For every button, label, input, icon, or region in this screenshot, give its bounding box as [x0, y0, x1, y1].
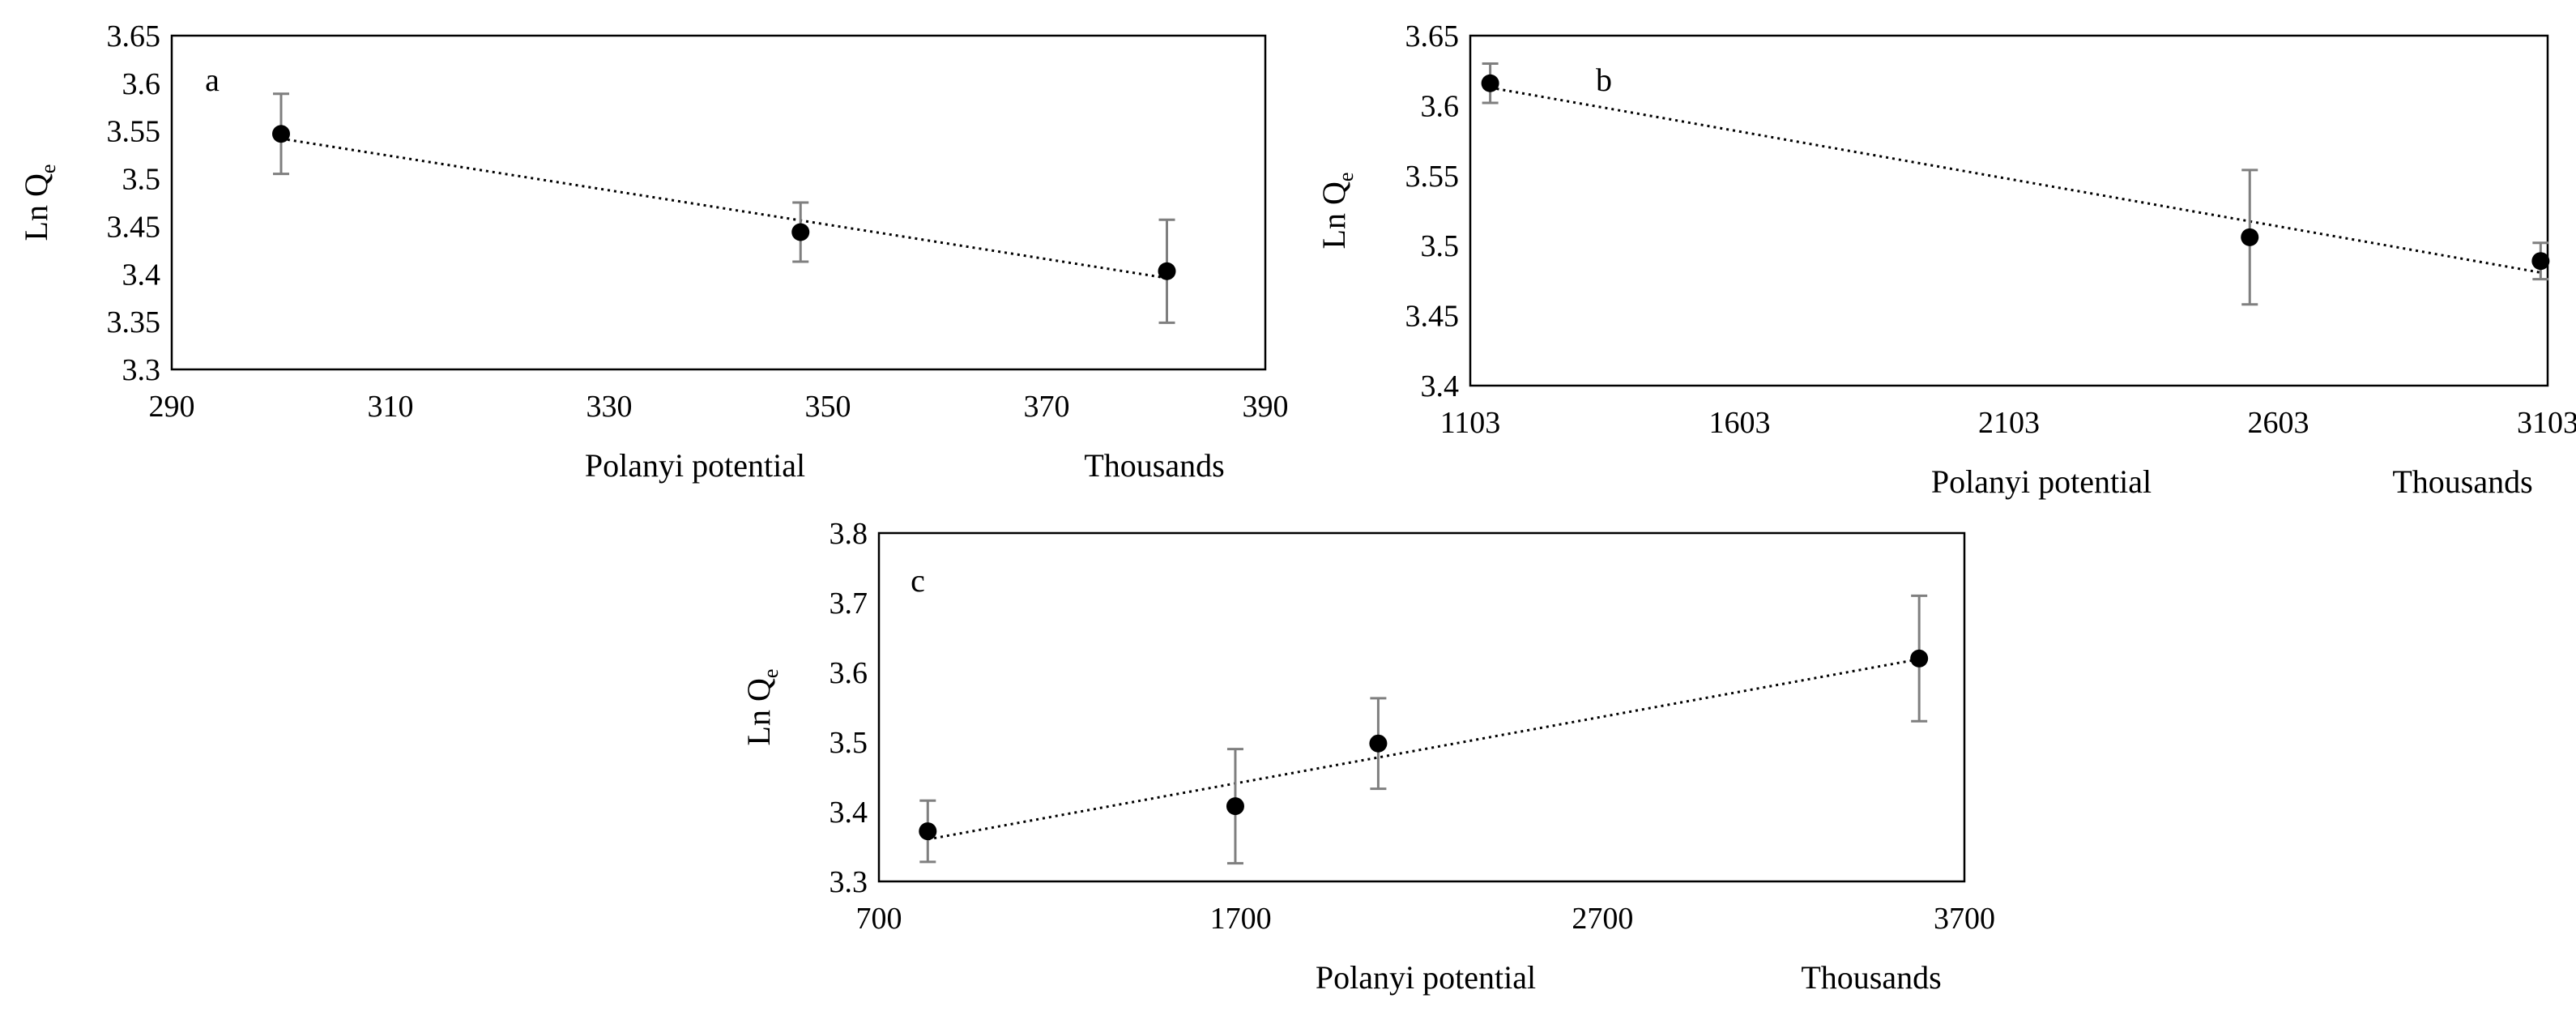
data-point: [791, 223, 810, 241]
y-tick-label: 3.6: [830, 656, 868, 690]
y-axis-label-main: Ln Q: [1316, 181, 1352, 249]
y-tick-label: 3.55: [1405, 160, 1460, 194]
data-point: [2531, 252, 2550, 271]
x-tick-label: 2603: [2248, 406, 2309, 440]
trendline: [1490, 86, 2541, 274]
y-tick-label: 3.65: [1405, 19, 1460, 53]
x-tick-label: 350: [805, 390, 851, 424]
x-tick-label: 1103: [1440, 406, 1501, 440]
y-axis-label-main: Ln Q: [18, 173, 54, 241]
y-tick-label: 3.65: [107, 19, 161, 53]
x-axis-label: Polanyi potential: [1931, 463, 2152, 500]
y-tick-label: 3.5: [1421, 229, 1460, 263]
x-tick-label: 2103: [1978, 406, 2040, 440]
y-axis-label-subscript: e: [1334, 173, 1358, 182]
data-point: [1158, 262, 1176, 280]
data-point: [1910, 649, 1929, 668]
panel-label: a: [205, 62, 220, 98]
y-tick-label: 3.4: [830, 796, 868, 830]
x-tick-label: 2700: [1572, 902, 1633, 936]
y-axis-label: Ln Qe: [18, 164, 60, 241]
y-tick-label: 3.3: [830, 865, 868, 899]
y-tick-label: 3.55: [107, 115, 161, 149]
y-tick-label: 3.4: [1421, 369, 1460, 403]
x-axis-label: Polanyi potential: [585, 447, 805, 484]
trendline: [928, 658, 1920, 841]
data-point: [919, 822, 937, 841]
x-tick-label: 390: [1243, 390, 1289, 424]
y-tick-label: 3.6: [122, 67, 161, 101]
y-tick-label: 3.5: [830, 726, 868, 760]
x-axis-units-label: Thousands: [2392, 463, 2532, 500]
plot-frame: [1469, 34, 2549, 387]
y-tick-label: 3.45: [107, 210, 161, 244]
y-tick-label: 3.8: [830, 517, 868, 551]
y-axis-label: Ln Qe: [1316, 173, 1358, 250]
x-tick-label: 370: [1024, 390, 1070, 424]
y-tick-label: 3.5: [122, 163, 161, 197]
y-axis-label: Ln Qe: [740, 669, 783, 746]
x-tick-label: 1700: [1210, 902, 1272, 936]
chart-panel-c: 3.3 3.4 3.5 3.6 3.7 3.8 700 1700 2700 3700 Polanyi…: [740, 517, 1995, 996]
trendline: [280, 137, 1167, 279]
chart-panel-b: 3.4 3.45 3.5 3.55 3.6 3.65 1103 1603 2103 2603 310…: [1316, 19, 2576, 500]
data-point: [1369, 734, 1388, 753]
y-tick-label: 3.45: [1405, 300, 1460, 334]
y-tick-label: 3.4: [122, 258, 161, 292]
y-tick-label: 3.7: [830, 587, 868, 621]
y-axis-label-subscript: e: [759, 669, 783, 679]
y-axis-label-subscript: e: [36, 164, 60, 174]
y-tick-label: 3.6: [1421, 89, 1460, 123]
y-tick-label: 3.35: [107, 305, 161, 339]
panel-label: b: [1596, 62, 1612, 98]
data-point: [2241, 228, 2259, 246]
plot-frame: [170, 34, 1267, 371]
data-point: [1481, 74, 1499, 92]
x-tick-label: 3700: [1934, 902, 1995, 936]
y-axis-label-main: Ln Q: [740, 678, 777, 745]
y-tick-label: 3.3: [122, 353, 161, 387]
data-point: [272, 125, 290, 143]
data-point: [1226, 797, 1244, 816]
x-axis-units-label: Thousands: [1084, 447, 1224, 484]
x-tick-label: 330: [586, 390, 633, 424]
x-axis-label: Polanyi potential: [1316, 959, 1536, 996]
x-tick-label: 1603: [1709, 406, 1771, 440]
plot-frame: [877, 531, 1966, 883]
x-tick-label: 700: [856, 902, 902, 936]
x-axis-units-label: Thousands: [1801, 959, 1941, 996]
x-tick-label: 310: [368, 390, 414, 424]
chart-panel-a: 3.3 3.35 3.4 3.45 3.5 3.55 3.6 3.65 290 310 330 350…: [18, 19, 1289, 484]
x-tick-label: 290: [149, 390, 195, 424]
panel-label: c: [911, 562, 925, 599]
x-tick-label: 3103: [2517, 406, 2576, 440]
